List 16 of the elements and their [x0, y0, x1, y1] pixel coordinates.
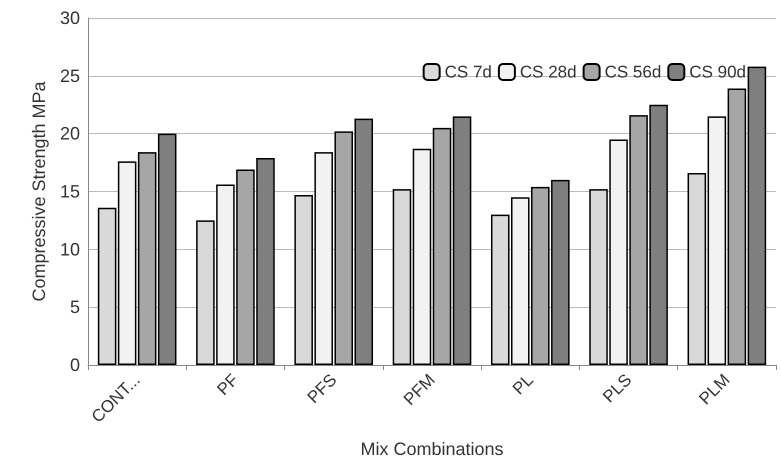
- legend-label: CS 28d: [520, 62, 577, 82]
- y-tick-label: 15: [60, 182, 80, 202]
- x-tick-label: PF: [213, 370, 242, 400]
- x-axis-title: Mix Combinations: [360, 439, 504, 459]
- y-axis-title: Compressive Strength MPa: [29, 80, 49, 302]
- legend-label: CS 56d: [604, 62, 662, 82]
- legend-label: CS 7d: [444, 62, 492, 82]
- legend-label: CS 90d: [689, 62, 746, 82]
- y-tick-label: 25: [60, 66, 80, 86]
- y-tick-label: 0: [70, 355, 80, 375]
- x-tick-label: PLS: [599, 370, 636, 406]
- y-tick-label: 5: [70, 297, 80, 318]
- y-tick-label: 30: [60, 8, 80, 28]
- y-tick-label: 20: [60, 124, 80, 144]
- y-tick-label: 10: [60, 239, 80, 260]
- x-tick-label: PL: [508, 370, 538, 398]
